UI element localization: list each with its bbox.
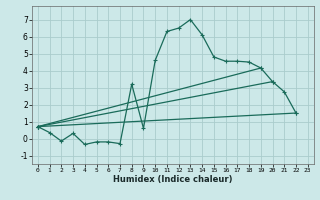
X-axis label: Humidex (Indice chaleur): Humidex (Indice chaleur)	[113, 175, 233, 184]
